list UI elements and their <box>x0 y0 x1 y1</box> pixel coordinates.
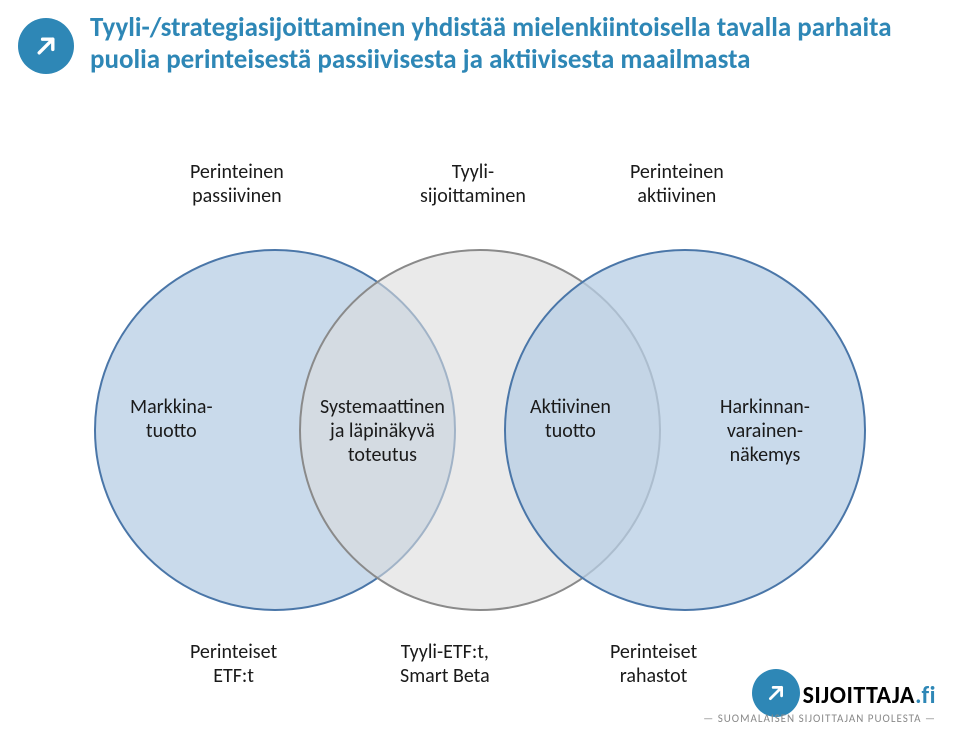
brand-suffix: .fi <box>915 681 936 710</box>
venn-diagram: Perinteinenpassiivinen Tyyli-sijoittamine… <box>60 130 900 650</box>
venn-circles <box>60 130 900 650</box>
brand-tagline: — SUOMALAISEN SIJOITTAJAN PUOLESTA — <box>703 712 936 725</box>
diagram-label: Harkinnan-varainen-näkemys <box>720 395 810 467</box>
brand-name: SIJOITTAJA <box>803 681 916 710</box>
diagram-label: Perinteisetrahastot <box>610 640 697 688</box>
diagram-label: Perinteinenaktiivinen <box>630 160 724 208</box>
diagram-label: Tyyli-sijoittaminen <box>420 160 526 208</box>
diagram-label: Systemaattinenja läpinäkyvätoteutus <box>320 395 445 467</box>
diagram-label: PerinteisetETF:t <box>190 640 277 688</box>
diagram-label: Tyyli-ETF:t,Smart Beta <box>400 640 490 688</box>
slide-title: Tyyli-/strategiasijoittaminen yhdistää m… <box>90 12 930 77</box>
diagram-label: Aktiivinentuotto <box>530 395 611 443</box>
diagram-label: Markkina-tuotto <box>130 395 213 443</box>
brand-footer: SIJOITTAJA.fi — SUOMALAISEN SIJOITTAJAN … <box>703 681 936 725</box>
brand-arrow-icon <box>18 18 74 74</box>
diagram-label: Perinteinenpassiivinen <box>190 160 284 208</box>
